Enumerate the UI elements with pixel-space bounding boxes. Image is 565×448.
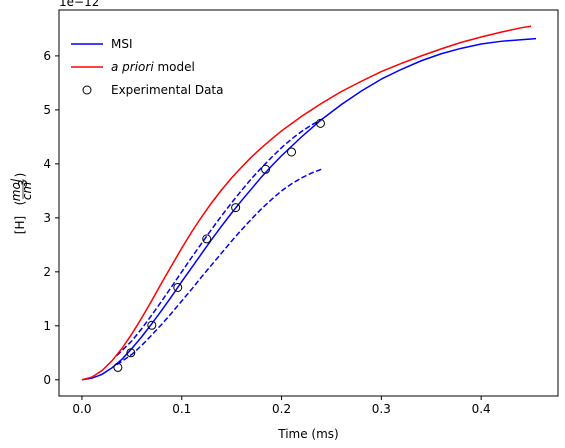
y-tick-label: 5 xyxy=(43,103,51,117)
y-tick-label: 6 xyxy=(43,49,51,63)
y-axis-unit-denominator: cm xyxy=(20,182,34,200)
legend-marker-experimental xyxy=(82,85,92,95)
experimental-point xyxy=(231,203,241,213)
experimental-point xyxy=(261,164,271,174)
legend: MSI a priori model Experimental Data xyxy=(71,37,224,97)
series-msi-lower-bound-line xyxy=(116,168,322,366)
series-msi-line xyxy=(81,37,537,381)
y-axis-unit-numerator: mol xyxy=(9,178,23,201)
legend-label-a-priori-italic: a priori xyxy=(111,60,154,74)
x-tick-label: 0.4 xyxy=(472,402,491,416)
y-axis-unit-exponent: 3 xyxy=(16,179,30,187)
series-layer xyxy=(81,25,537,381)
legend-label-a-priori-rest: model xyxy=(154,60,195,74)
legend-label-msi: MSI xyxy=(111,37,133,51)
x-tick-label: 0.0 xyxy=(72,402,91,416)
y-offset-text: 1e−12 xyxy=(59,0,99,9)
y-axis-label: [H] ( mol cm 3 ) xyxy=(9,173,34,235)
experimental-points-layer xyxy=(113,118,325,372)
experimental-point xyxy=(287,147,297,157)
series-a-priori-model-line xyxy=(81,25,532,381)
y-axis-label-text: [H] xyxy=(13,216,27,234)
experimental-point xyxy=(202,234,212,244)
x-tick-label: 0.3 xyxy=(372,402,391,416)
series-msi-upper-bound-line xyxy=(116,118,322,357)
y-tick-label: 2 xyxy=(43,265,51,279)
experimental-point xyxy=(126,348,136,358)
x-axis: 0.0 0.1 0.2 0.3 0.4 xyxy=(72,396,491,416)
y-tick-label: 3 xyxy=(43,211,51,225)
legend-label-a-priori: a priori model xyxy=(111,60,195,74)
y-axis-unit-paren-left: ( xyxy=(13,201,27,206)
y-tick-label: 1 xyxy=(43,319,51,333)
y-tick-label: 0 xyxy=(43,373,51,387)
experimental-point xyxy=(173,282,183,292)
experimental-point xyxy=(113,362,123,372)
experimental-point xyxy=(315,118,325,128)
experimental-point xyxy=(147,320,157,330)
y-tick-label: 4 xyxy=(43,157,51,171)
plot-area xyxy=(58,9,559,397)
x-tick-label: 0.1 xyxy=(172,402,191,416)
y-axis: 0 1 2 3 4 5 6 xyxy=(43,49,59,387)
x-tick-label: 0.2 xyxy=(272,402,291,416)
legend-label-experimental: Experimental Data xyxy=(111,83,224,97)
y-axis-unit-paren-right: ) xyxy=(13,173,27,178)
x-axis-label: Time (ms) xyxy=(277,427,339,441)
